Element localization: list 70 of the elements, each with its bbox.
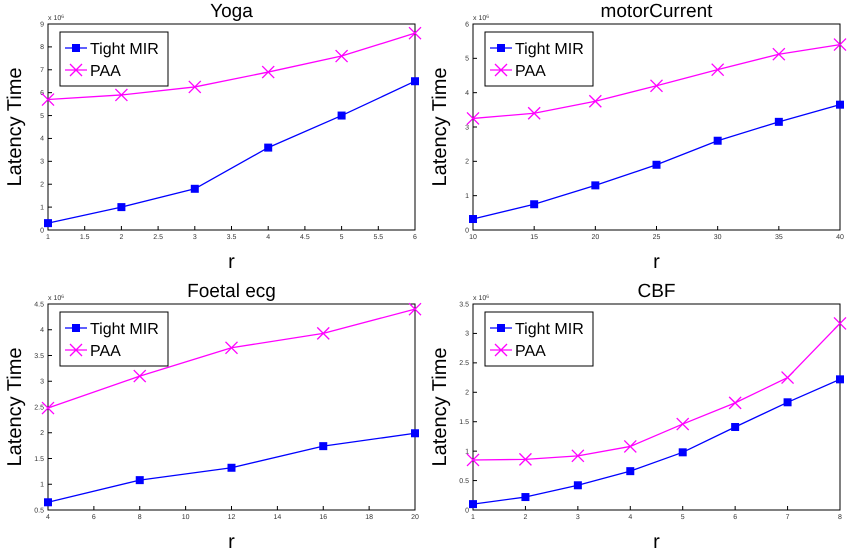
point <box>224 341 238 354</box>
point <box>624 440 637 454</box>
point <box>518 452 532 466</box>
point <box>408 302 422 316</box>
point <box>833 316 847 330</box>
point <box>264 144 272 152</box>
legend-label: Tight MIR <box>515 41 584 58</box>
point <box>833 38 847 52</box>
y-axis-title: Latency Time <box>4 348 26 466</box>
point <box>711 63 724 76</box>
point <box>338 112 346 120</box>
chart-title: Foetal ecg <box>187 281 276 302</box>
point <box>334 49 348 63</box>
point <box>626 467 634 476</box>
point <box>466 453 480 467</box>
point <box>714 136 722 145</box>
point <box>530 200 538 208</box>
point <box>190 184 199 193</box>
point <box>780 370 794 384</box>
legend-label: Tight MIR <box>515 321 584 338</box>
legend-label: PAA <box>515 63 546 80</box>
point <box>574 481 582 490</box>
point <box>262 65 275 79</box>
point <box>469 500 477 508</box>
point <box>728 396 742 410</box>
point <box>588 94 602 108</box>
point <box>44 498 52 506</box>
point <box>114 88 128 102</box>
chart-title: motorCurrent <box>600 1 714 22</box>
legend-label: PAA <box>90 63 122 80</box>
x-axis-title: r <box>228 531 236 553</box>
point <box>591 181 600 190</box>
point <box>117 203 126 212</box>
point <box>652 160 660 169</box>
point <box>774 118 783 126</box>
chart-title: CBF <box>638 281 676 302</box>
point <box>133 369 146 383</box>
y-axis-title: Latency Time <box>4 68 26 186</box>
x-axis-title: r <box>653 531 660 553</box>
legend-label: PAA <box>515 343 546 360</box>
chart-title: Yoga <box>210 1 254 22</box>
point <box>411 77 419 86</box>
point <box>678 448 687 456</box>
point <box>136 476 144 484</box>
x-axis-title: r <box>653 251 660 273</box>
point <box>408 26 422 40</box>
point <box>44 219 52 228</box>
point <box>676 417 690 431</box>
point <box>836 375 844 384</box>
point <box>731 423 740 432</box>
y-axis-title: Latency Time <box>429 348 451 466</box>
y-axis-title: Latency Time <box>429 68 451 186</box>
point <box>228 464 236 472</box>
point <box>521 493 530 502</box>
point <box>772 48 786 61</box>
point <box>469 215 477 224</box>
x-axis-title: r <box>228 251 236 273</box>
legend-label: PAA <box>90 343 122 360</box>
point <box>188 80 202 94</box>
point <box>571 449 585 462</box>
point <box>411 429 419 438</box>
point <box>316 326 330 340</box>
point <box>784 398 792 406</box>
legend-label: Tight MIR <box>90 41 159 58</box>
point <box>650 79 664 92</box>
point <box>836 100 844 109</box>
point <box>466 112 480 126</box>
legend-label: Tight MIR <box>90 321 159 338</box>
point <box>528 106 541 120</box>
point <box>319 442 328 450</box>
